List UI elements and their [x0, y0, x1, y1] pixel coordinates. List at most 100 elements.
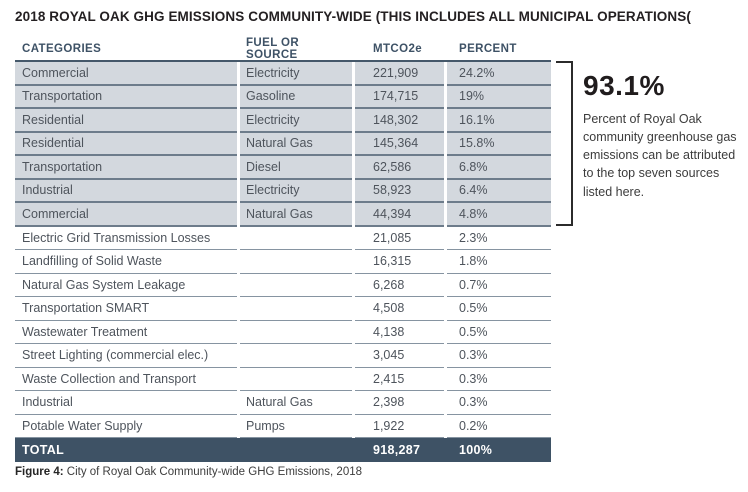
- cell-fuel: Electricity: [240, 62, 352, 86]
- cell-fuel: [240, 274, 352, 297]
- cell-category: Commercial: [15, 62, 237, 86]
- table-row: Waste Collection and Transport 2,415 0.3%: [15, 368, 551, 391]
- cell-percent: 0.3%: [447, 368, 551, 391]
- cell-category: Landfilling of Solid Waste: [15, 250, 237, 274]
- cell-percent: 6.4%: [447, 179, 551, 203]
- cell-percent: 0.3%: [447, 344, 551, 368]
- cell-mtco2e: 16,315: [355, 250, 444, 274]
- cell-percent: 0.5%: [447, 321, 551, 344]
- cell-percent: 0.2%: [447, 415, 551, 438]
- cell-mtco2e: 145,364: [355, 132, 444, 156]
- cell-mtco2e: 148,302: [355, 109, 444, 133]
- cell-mtco2e: 1,922: [355, 415, 444, 438]
- cell-mtco2e: 3,045: [355, 344, 444, 368]
- cell-mtco2e: 4,138: [355, 321, 444, 344]
- cell-percent: 0.5%: [447, 297, 551, 321]
- header-mtco2e: MTCO2e: [373, 43, 423, 55]
- table-row: Commercial Electricity 221,909 24.2%: [15, 62, 551, 86]
- cell-mtco2e: 44,394: [355, 203, 444, 227]
- total-mtco2e: 918,287: [373, 443, 421, 457]
- cell-percent: 16.1%: [447, 109, 551, 133]
- cell-percent: 4.8%: [447, 203, 551, 227]
- cell-percent: 0.7%: [447, 274, 551, 297]
- cell-percent: 2.3%: [447, 227, 551, 250]
- table-row: Wastewater Treatment 4,138 0.5%: [15, 321, 551, 344]
- table-row: Natural Gas System Leakage 6,268 0.7%: [15, 274, 551, 297]
- total-row: TOTAL 918,287 100%: [15, 438, 551, 462]
- cell-fuel: Natural Gas: [240, 132, 352, 156]
- table-row: Industrial Natural Gas 2,398 0.3%: [15, 391, 551, 415]
- cell-percent: 1.8%: [447, 250, 551, 274]
- cell-fuel: Natural Gas: [240, 391, 352, 415]
- top-seven-callout: 93.1% Percent of Royal Oak community gre…: [583, 70, 739, 201]
- cell-category: Residential: [15, 109, 237, 133]
- table-header-row: CATEGORIES FUEL OR SOURCE MTCO2e PERCENT: [15, 37, 551, 62]
- cell-category: Transportation: [15, 156, 237, 180]
- cell-mtco2e: 6,268: [355, 274, 444, 297]
- total-percent: 100%: [459, 443, 493, 457]
- cell-percent: 15.8%: [447, 132, 551, 156]
- cell-percent: 6.8%: [447, 156, 551, 180]
- cell-mtco2e: 221,909: [355, 62, 444, 86]
- cell-category: Waste Collection and Transport: [15, 368, 237, 391]
- top-seven-bracket: [556, 61, 573, 226]
- table-row: Street Lighting (commercial elec.) 3,045 0…: [15, 344, 551, 368]
- cell-mtco2e: 4,508: [355, 297, 444, 321]
- cell-fuel: [240, 321, 352, 344]
- cell-fuel: [240, 297, 352, 321]
- cell-category: Industrial: [15, 179, 237, 203]
- cell-fuel: Electricity: [240, 179, 352, 203]
- cell-category: Commercial: [15, 203, 237, 227]
- table-row: Transportation SMART 4,508 0.5%: [15, 297, 551, 321]
- header-categories: CATEGORIES: [22, 43, 102, 55]
- cell-mtco2e: 62,586: [355, 156, 444, 180]
- cell-percent: 24.2%: [447, 62, 551, 86]
- header-percent: PERCENT: [459, 43, 517, 55]
- cell-fuel: Pumps: [240, 415, 352, 438]
- table-body: Commercial Electricity 221,909 24.2% Transpo…: [15, 62, 551, 438]
- cell-category: Industrial: [15, 391, 237, 415]
- cell-percent: 19%: [447, 85, 551, 109]
- cell-mtco2e: 174,715: [355, 85, 444, 109]
- figure-caption-label: Figure 4:: [15, 466, 64, 478]
- page-title: 2018 ROYAL OAK GHG EMISSIONS COMMUNITY-W…: [15, 9, 691, 24]
- cell-category: Residential: [15, 132, 237, 156]
- cell-category: Wastewater Treatment: [15, 321, 237, 344]
- cell-fuel: [240, 344, 352, 368]
- cell-category: Electric Grid Transmission Losses: [15, 227, 237, 250]
- table-row: Potable Water Supply Pumps 1,922 0.2%: [15, 415, 551, 438]
- cell-category: Transportation: [15, 85, 237, 109]
- cell-percent: 0.3%: [447, 391, 551, 415]
- cell-fuel: Diesel: [240, 156, 352, 180]
- table-row: Industrial Electricity 58,923 6.4%: [15, 179, 551, 203]
- cell-category: Street Lighting (commercial elec.): [15, 344, 237, 368]
- cell-category: Natural Gas System Leakage: [15, 274, 237, 297]
- cell-fuel: [240, 368, 352, 391]
- table-row: Electric Grid Transmission Losses 21,085 2…: [15, 227, 551, 250]
- table-row: Commercial Natural Gas 44,394 4.8%: [15, 203, 551, 227]
- callout-description: Percent of Royal Oak community greenhous…: [583, 112, 737, 199]
- cell-fuel: Natural Gas: [240, 203, 352, 227]
- total-label: TOTAL: [22, 443, 65, 457]
- figure-caption: Figure 4: City of Royal Oak Community-wi…: [15, 466, 362, 478]
- cell-category: Potable Water Supply: [15, 415, 237, 438]
- table-row: Transportation Gasoline 174,715 19%: [15, 85, 551, 109]
- cell-mtco2e: 2,415: [355, 368, 444, 391]
- cell-fuel: [240, 250, 352, 274]
- figure-caption-text: City of Royal Oak Community-wide GHG Emi…: [63, 466, 363, 478]
- callout-percentage: 93.1%: [583, 70, 665, 101]
- cell-mtco2e: 58,923: [355, 179, 444, 203]
- cell-fuel: Gasoline: [240, 85, 352, 109]
- table-row: Residential Natural Gas 145,364 15.8%: [15, 132, 551, 156]
- cell-fuel: Electricity: [240, 109, 352, 133]
- emissions-table: CATEGORIES FUEL OR SOURCE MTCO2e PERCENT…: [15, 37, 551, 462]
- cell-fuel: [240, 227, 352, 250]
- table-row: Residential Electricity 148,302 16.1%: [15, 109, 551, 133]
- cell-mtco2e: 2,398: [355, 391, 444, 415]
- cell-mtco2e: 21,085: [355, 227, 444, 250]
- table-row: Landfilling of Solid Waste 16,315 1.8%: [15, 250, 551, 274]
- table-row: Transportation Diesel 62,586 6.8%: [15, 156, 551, 180]
- cell-category: Transportation SMART: [15, 297, 237, 321]
- header-fuel-or-source: FUEL OR SOURCE: [246, 37, 300, 61]
